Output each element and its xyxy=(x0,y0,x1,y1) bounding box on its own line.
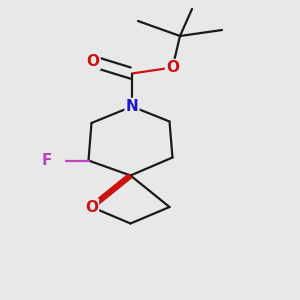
Text: O: O xyxy=(85,200,98,214)
Text: N: N xyxy=(126,99,138,114)
Text: F: F xyxy=(41,153,52,168)
Text: O: O xyxy=(166,60,179,75)
Text: O: O xyxy=(86,54,100,69)
